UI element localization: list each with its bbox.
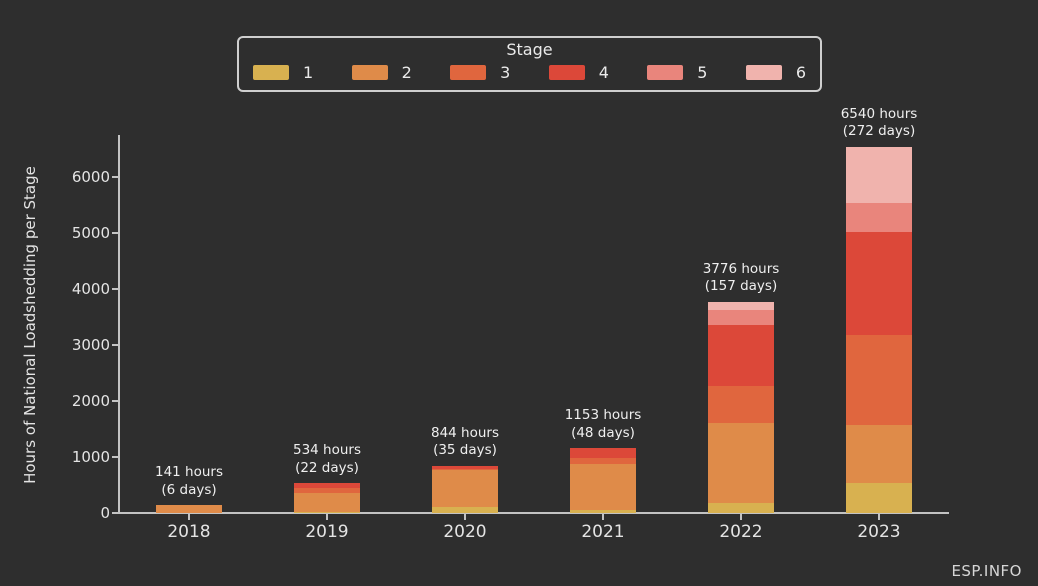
- bar-segment-stage-4: [294, 483, 360, 488]
- y-tick-label: 2000: [71, 392, 110, 410]
- x-axis-line: [119, 512, 949, 514]
- x-tick-mark: [878, 514, 880, 520]
- legend-row: 1 2 3 4 5 6: [239, 59, 820, 82]
- legend-item-stage-3: 3: [450, 63, 510, 82]
- y-tick-label: 1000: [71, 448, 110, 466]
- y-tick-label: 5000: [71, 224, 110, 242]
- y-tick-mark: [112, 176, 119, 178]
- y-tick-mark: [112, 456, 119, 458]
- bar-segment-stage-4: [432, 465, 498, 470]
- x-tick-label-2021: 2021: [581, 522, 625, 542]
- bar-segment-stage-2: [156, 505, 222, 513]
- legend-entry-label: 3: [500, 63, 511, 82]
- bar-segment-stage-3: [708, 385, 774, 423]
- y-axis-label: Hours of National Loadshedding per Stage: [21, 166, 39, 484]
- bar-annotation: 3776 hours (157 days): [702, 260, 780, 295]
- bar-annotation: 141 hours (6 days): [154, 464, 223, 498]
- bar-segment-stage-3: [294, 487, 360, 493]
- legend-entry-label: 5: [697, 63, 708, 82]
- legend-swatch-stage-6-icon: [745, 65, 782, 80]
- y-tick-label: 6000: [71, 168, 110, 186]
- legend-entry-label: 2: [401, 63, 412, 82]
- watermark-esp-info: ESP.INFO: [951, 562, 1022, 580]
- legend-item-stage-6: 6: [745, 63, 806, 82]
- legend-entry-label: 4: [598, 63, 609, 82]
- legend-swatch-stage-4-icon: [548, 65, 585, 80]
- x-tick-mark: [464, 514, 466, 520]
- bar-segment-stage-4: [708, 325, 774, 386]
- y-tick-label: 4000: [71, 280, 110, 298]
- y-tick-mark: [112, 232, 119, 234]
- bar-segment-stage-3: [846, 335, 912, 426]
- x-tick-mark: [602, 514, 604, 520]
- legend-title: Stage: [506, 40, 553, 59]
- x-tick-mark: [740, 514, 742, 520]
- bar-segment-stage-5: [708, 310, 774, 326]
- bar-segment-stage-1: [570, 510, 636, 513]
- y-tick-mark: [112, 400, 119, 402]
- bar-segment-stage-4: [570, 448, 636, 458]
- bar-segment-stage-1: [294, 512, 360, 513]
- bar-segment-stage-4: [846, 231, 912, 336]
- bar-segment-stage-6: [708, 301, 774, 310]
- x-tick-label-2019: 2019: [305, 522, 349, 542]
- bar-segment-stage-2: [570, 464, 636, 511]
- bar-segment-stage-6: [846, 146, 912, 204]
- bar-segment-stage-2: [432, 470, 498, 507]
- legend-entry-label: 1: [303, 63, 314, 82]
- bar-segment-stage-1: [846, 482, 912, 513]
- y-tick-mark: [112, 344, 119, 346]
- bar-segment-stage-2: [294, 492, 360, 513]
- legend-swatch-stage-3-icon: [450, 65, 487, 80]
- bar-segment-stage-2: [846, 425, 912, 483]
- x-tick-label-2018: 2018: [167, 522, 211, 542]
- legend-swatch-stage-5-icon: [647, 65, 684, 80]
- legend-entry-label: 6: [795, 63, 806, 82]
- y-tick-mark: [112, 512, 119, 514]
- x-tick-mark: [188, 514, 190, 520]
- bar-segment-stage-1: [708, 502, 774, 513]
- bar-segment-stage-3: [570, 457, 636, 465]
- x-tick-label-2023: 2023: [857, 522, 901, 542]
- x-tick-mark: [326, 514, 328, 520]
- x-tick-label-2022: 2022: [719, 522, 763, 542]
- bar-segment-stage-3: [432, 469, 498, 471]
- bar-annotation: 6540 hours (272 days): [840, 105, 918, 140]
- y-axis-line: [118, 135, 120, 514]
- bar-segment-stage-5: [846, 203, 912, 232]
- y-tick-label: 0: [100, 504, 110, 522]
- legend-item-stage-2: 2: [351, 63, 412, 82]
- bar-annotation: 534 hours (22 days): [292, 442, 361, 476]
- legend-swatch-stage-1-icon: [253, 65, 289, 80]
- bar-segment-stage-2: [708, 422, 774, 503]
- legend-item-stage-1: 1: [253, 63, 313, 82]
- x-tick-label-2020: 2020: [443, 522, 487, 542]
- y-tick-label: 3000: [71, 336, 110, 354]
- legend-item-stage-4: 4: [548, 63, 609, 82]
- legend: Stage 1 2 3 4 5 6: [237, 36, 822, 92]
- legend-item-stage-5: 5: [647, 63, 707, 82]
- bar-annotation: 1153 hours (48 days): [564, 407, 642, 441]
- bar-segment-stage-1: [432, 506, 498, 513]
- bar-annotation: 844 hours (35 days): [430, 424, 499, 459]
- y-tick-mark: [112, 288, 119, 290]
- legend-swatch-stage-2-icon: [351, 65, 388, 80]
